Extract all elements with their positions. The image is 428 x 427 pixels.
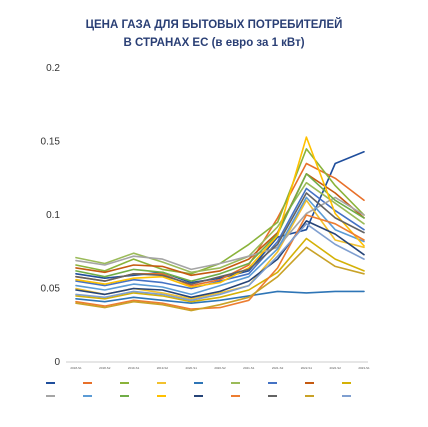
y-tick-label: 0.05 (41, 284, 61, 295)
chart-subtitle: В СТРАНАХ ЕС (в евро за 1 кВт) (123, 37, 304, 49)
x-tick-label: 2021-S2 (272, 366, 284, 370)
series-line (75, 187, 365, 290)
x-tick-label: 2022-S1 (301, 366, 313, 370)
y-tick-label: 0.15 (41, 137, 61, 148)
y-tick-label: 0.2 (46, 63, 60, 74)
series-line (75, 246, 365, 312)
x-tick-label: 2023-S1 (358, 366, 370, 370)
x-tick-label: 2020-S2 (214, 366, 226, 370)
series-line (75, 136, 365, 288)
series-line (75, 196, 365, 296)
y-tick-label: 0.1 (46, 210, 60, 221)
series-line (75, 220, 365, 299)
series-line (75, 181, 365, 274)
series-line (75, 173, 365, 277)
x-tick-label: 2022-S2 (330, 366, 342, 370)
x-tick-label: 2018-S2 (99, 366, 111, 370)
x-tick-label: 2020-S1 (186, 366, 198, 370)
x-tick-label: 2019-S2 (157, 366, 169, 370)
series-line (75, 214, 365, 310)
chart-title: ЦЕНА ГАЗА ДЛЯ БЫТОВЫХ ПОТРЕБИТЕЛЕЙ (86, 18, 343, 31)
series-line (75, 173, 365, 282)
series-line (75, 290, 365, 305)
x-tick-label: 2019-S1 (128, 366, 140, 370)
series-line (75, 148, 365, 275)
x-tick-label: 2021-S1 (243, 366, 255, 370)
y-axis-ticks: 0 0.05 0.1 0.15 0.2 (41, 63, 61, 368)
x-tick-label: 2018-S1 (70, 366, 82, 370)
series-lines (75, 136, 365, 312)
x-axis-ticks: 2018-S1 2018-S2 2019-S1 2019-S2 2020-S1 2020-… (66, 361, 370, 370)
series-line (75, 237, 365, 303)
legend (46, 382, 351, 397)
series-line (75, 192, 365, 285)
series-line (75, 223, 365, 302)
y-tick-label: 0 (54, 357, 60, 368)
